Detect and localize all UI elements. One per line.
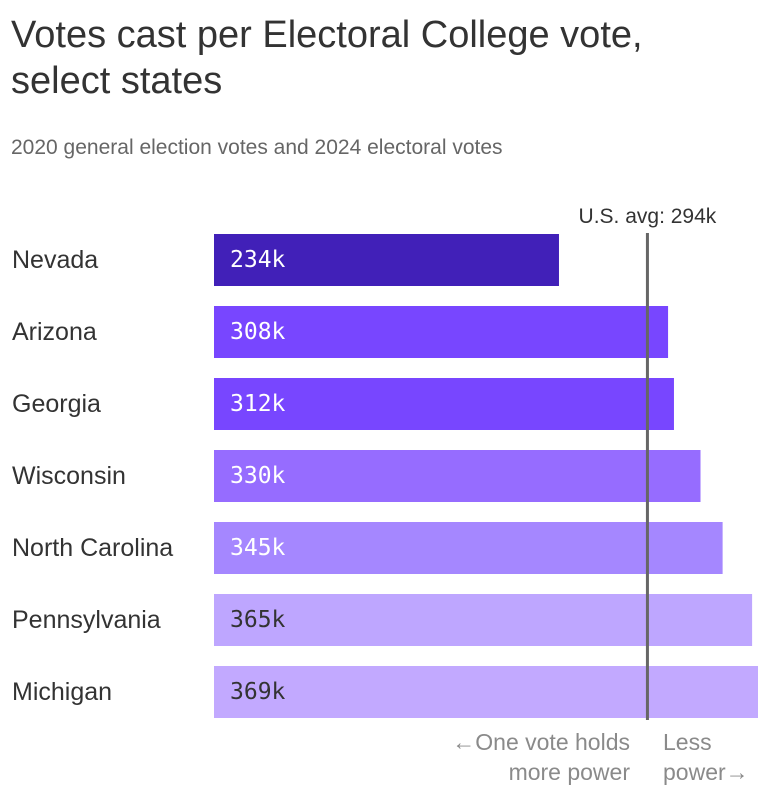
axis-note-more-power-line-2: more power (508, 759, 630, 785)
axis-note-less-power-line-1: Less (663, 729, 712, 755)
value-label-nevada: 234k (230, 247, 286, 273)
bar-arizona (214, 306, 669, 358)
state-label-north-carolina: North Carolina (12, 534, 173, 562)
bar-wisconsin (214, 450, 701, 502)
axis-note-more-power-line-1: ←One vote holds (452, 729, 630, 755)
axis-note-more-power: ←One vote holds more power (452, 727, 630, 787)
value-label-arizona: 308k (230, 319, 286, 345)
chart-title: Votes cast per Electoral College vote, s… (11, 14, 643, 102)
state-label-wisconsin: Wisconsin (12, 462, 126, 490)
state-label-arizona: Arizona (12, 318, 97, 346)
bar-georgia (214, 378, 674, 430)
bar-pennsylvania (214, 594, 753, 646)
state-label-michigan: Michigan (12, 678, 112, 706)
axis-note-less-power: Less power→ (663, 727, 749, 787)
chart-subtitle: 2020 general election votes and 2024 ele… (11, 136, 503, 159)
value-label-georgia: 312k (230, 391, 286, 417)
state-label-georgia: Georgia (12, 390, 101, 418)
bar-michigan (214, 666, 758, 718)
value-label-north-carolina: 345k (230, 535, 286, 561)
bar-north-carolina (214, 522, 723, 574)
bar-nevada (214, 234, 559, 286)
bar-chart: Nevada 234k Arizona 308k Georgia 312k Wisconsi… (12, 205, 758, 720)
us-average-label: U.S. avg: 294k (579, 205, 717, 228)
state-label-nevada: Nevada (12, 246, 98, 274)
value-label-wisconsin: 330k (230, 463, 286, 489)
value-label-pennsylvania: 365k (230, 607, 286, 633)
state-label-pennsylvania: Pennsylvania (12, 606, 161, 634)
axis-note-less-power-line-2: power→ (663, 759, 749, 785)
value-label-michigan: 369k (230, 679, 286, 705)
